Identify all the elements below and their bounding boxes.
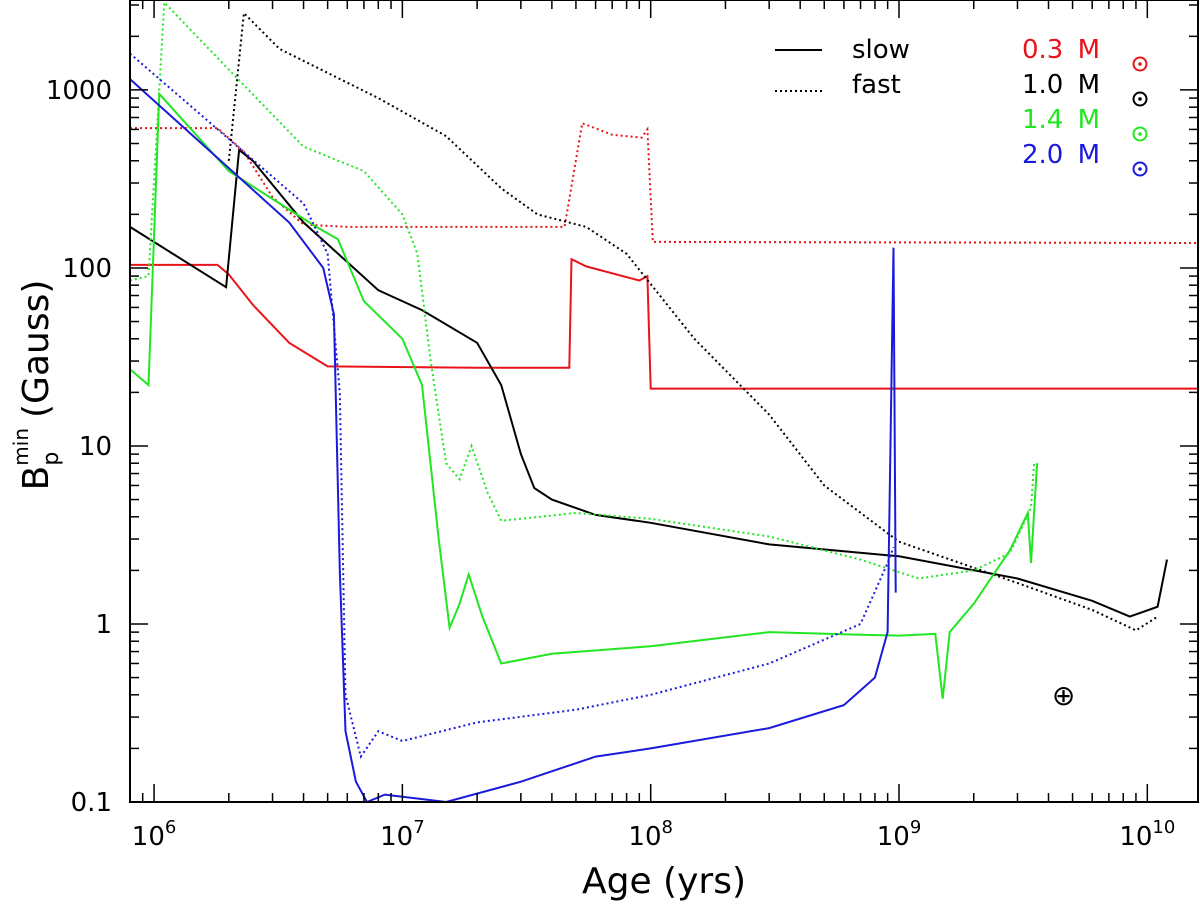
legend-mass-label: 1.0 M <box>1022 70 1100 100</box>
y-axis-title-sub: p <box>39 452 64 466</box>
series-line-0-3-slow <box>130 257 1198 390</box>
legend-masses: 0.3 M 1.0 M 1.4 M 2.0 M <box>1022 35 1148 177</box>
x-tick-label: 107 <box>380 817 425 852</box>
svg-text:Bpmin(Gauss): Bpmin (Gauss) <box>9 280 64 491</box>
sun-symbol-icon <box>1132 56 1148 72</box>
x-tick-label: 106 <box>132 817 177 852</box>
sun-symbol-dot-icon <box>1138 97 1142 101</box>
y-axis-title-unit: (Gauss) <box>16 280 57 418</box>
y-tick-label: 10 <box>79 432 112 462</box>
series-line-1-0-slow <box>129 148 1168 618</box>
sun-symbol-dot-icon <box>1138 62 1142 66</box>
x-axis-title: Age (yrs) <box>582 861 746 902</box>
legend-mass-label: 2.0 M <box>1022 140 1100 170</box>
series-line-0-3-fast <box>130 121 1199 244</box>
sun-symbol-icon <box>1132 161 1148 177</box>
legend-slow-label: slow <box>852 35 910 65</box>
y-tick-label: 1 <box>95 610 112 640</box>
x-tick-label: 108 <box>628 817 673 852</box>
x-tick-label: 1010 <box>1119 817 1175 852</box>
series-line-2-0-slow <box>129 78 897 804</box>
legend-mass-label: 0.3 M <box>1022 35 1100 65</box>
sun-symbol-icon <box>1132 126 1148 142</box>
y-tick-label: 0.1 <box>71 788 112 818</box>
legend-mass-label: 1.4 M <box>1022 105 1100 135</box>
series-line-2-0-fast <box>129 52 895 759</box>
y-tick-label: 100 <box>62 254 112 284</box>
y-axis-title-sup: min <box>9 428 33 466</box>
sun-symbol-icon <box>1132 91 1148 107</box>
axes-layer: 106 107 108 109 1010 0.1 1 10 100 1000 <box>46 0 1198 852</box>
y-axis-title-main: B <box>16 466 57 491</box>
legend-fast-label: fast <box>852 70 901 100</box>
series-line-1-0-fast <box>227 10 1159 632</box>
sun-symbol-dot-icon <box>1138 167 1142 171</box>
earth-symbol-icon: ⊕ <box>1052 679 1075 712</box>
y-tick-label: 1000 <box>46 76 112 106</box>
legend-styles: slow fast <box>775 35 910 100</box>
sun-symbol-dot-icon <box>1138 132 1142 136</box>
x-tick-label: 109 <box>877 817 922 852</box>
series-line-1-4-slow <box>129 91 1039 699</box>
y-axis-title: Bpmin (Gauss) <box>9 280 64 491</box>
series-line-1-4-fast <box>129 0 1036 580</box>
plot-frame <box>129 0 1199 803</box>
